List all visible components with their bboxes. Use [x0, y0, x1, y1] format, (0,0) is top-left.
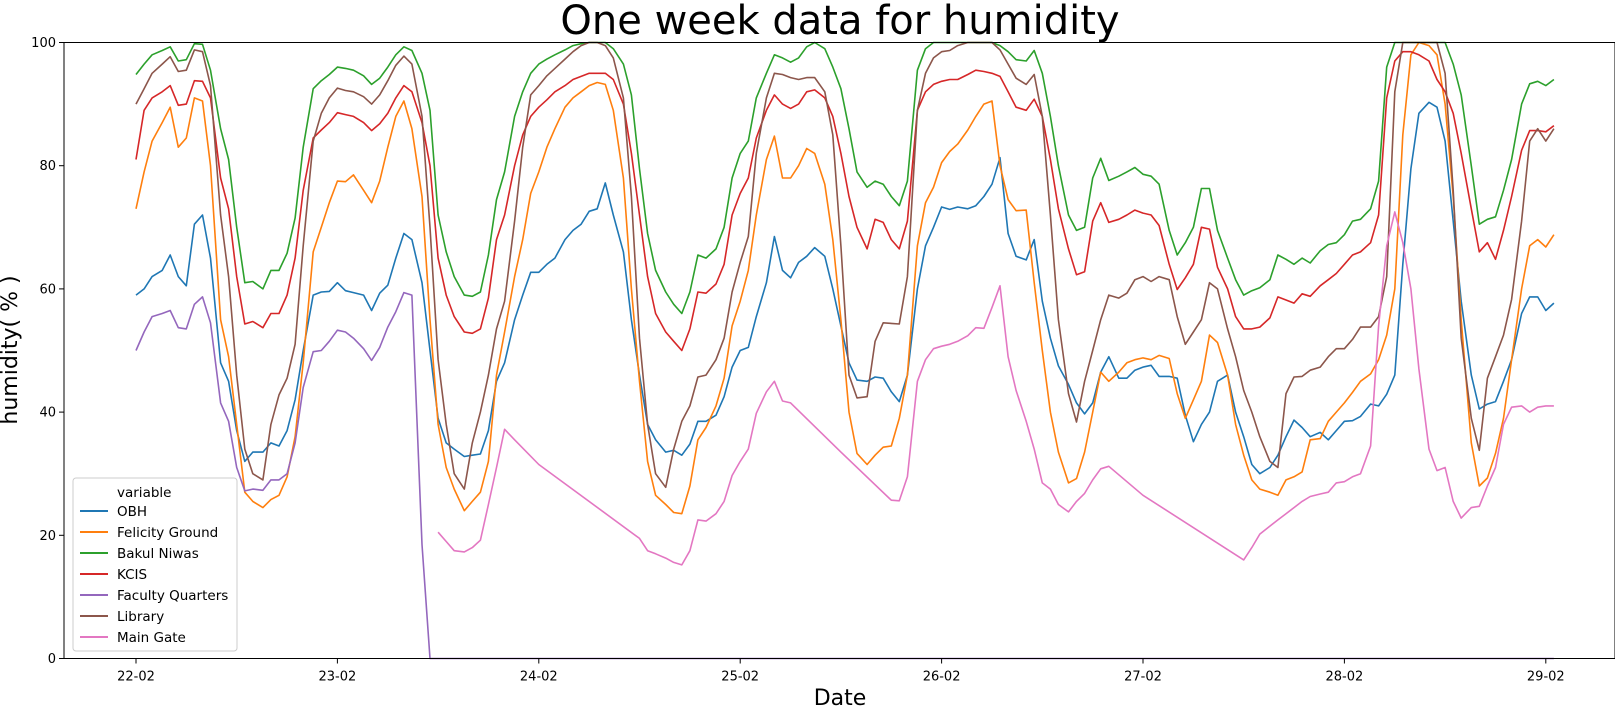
y-tick-label-4: 80: [39, 159, 56, 174]
legend: variable OBH Felicity Ground Bakul Niwas KC…: [72, 477, 238, 652]
x-tick-label-5: 27-02: [1124, 670, 1162, 685]
legend-label-2: Bakul Niwas: [117, 546, 199, 562]
series-line-2: [135, 41, 1555, 315]
series-line-5: [135, 41, 1555, 490]
y-tick-label-0: 0: [48, 652, 56, 667]
x-tick-label-3: 25-02: [721, 670, 759, 685]
x-axis: 22-02 23-02 24-02 25-02 26-02 27-02 28-02 29-02: [117, 658, 1565, 685]
x-axis-label: Date: [814, 686, 867, 711]
legend-label-0: OBH: [117, 504, 147, 520]
y-axis: 0 20 40 60 80 100: [31, 36, 64, 667]
legend-label-3: KCIS: [117, 567, 147, 583]
legend-box: [72, 477, 238, 652]
y-tick-label-3: 60: [39, 282, 56, 297]
series-line-6: [437, 211, 1554, 566]
x-tick-label-6: 28-02: [1326, 670, 1364, 685]
series-line-3: [135, 50, 1555, 352]
y-tick-label-5: 100: [31, 36, 56, 51]
series-line-1: [135, 41, 1555, 515]
legend-title: variable: [117, 485, 171, 501]
y-tick-label-1: 20: [39, 529, 56, 544]
series-layer: [135, 41, 1555, 660]
x-tick-label-1: 23-02: [319, 670, 357, 685]
y-tick-label-2: 40: [39, 406, 56, 421]
legend-label-4: Faculty Quarters: [117, 588, 228, 604]
series-line-0: [135, 101, 1555, 475]
legend-label-6: Main Gate: [117, 630, 186, 646]
legend-label-5: Library: [117, 609, 164, 625]
x-tick-label-2: 24-02: [520, 670, 558, 685]
legend-label-1: Felicity Ground: [117, 525, 218, 541]
x-tick-label-0: 22-02: [117, 670, 155, 685]
x-tick-label-4: 26-02: [923, 670, 961, 685]
chart-title: One week data for humidity: [560, 0, 1119, 44]
plot-frame: [63, 42, 1615, 659]
y-axis-label: humidity( % ): [0, 275, 23, 424]
x-tick-label-7: 29-02: [1527, 670, 1565, 685]
